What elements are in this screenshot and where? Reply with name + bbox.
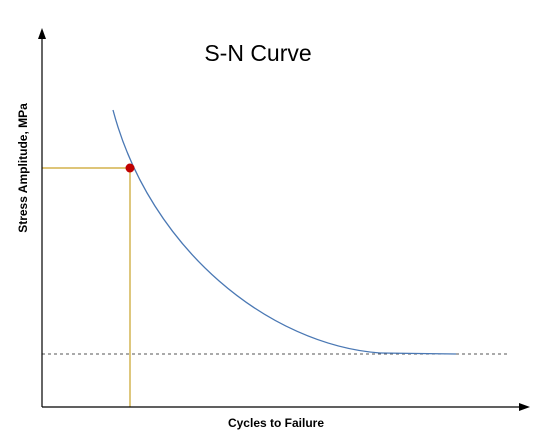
sn-curve [112, 109, 457, 355]
diagram-title: S-N Curve [204, 40, 311, 66]
y-axis-label: Stress Amplitude, MPa [16, 103, 30, 233]
marker-point [125, 163, 135, 173]
x-axis-arrow-icon [519, 403, 530, 411]
y-axis-arrow-icon [38, 28, 46, 39]
x-axis-label: Cycles to Failure [228, 416, 324, 430]
